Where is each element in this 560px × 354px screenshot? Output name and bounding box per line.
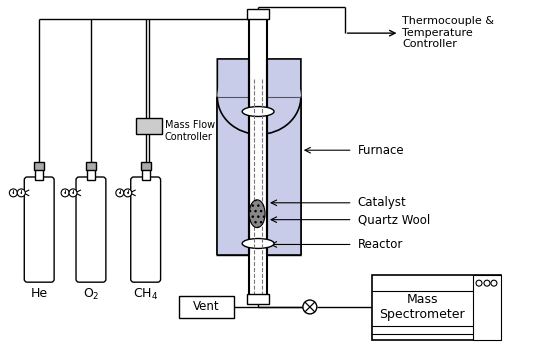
Circle shape (64, 192, 66, 194)
Ellipse shape (249, 200, 265, 228)
FancyBboxPatch shape (76, 177, 106, 282)
Circle shape (61, 189, 69, 197)
Bar (35, 166, 43, 180)
Circle shape (119, 192, 120, 194)
Text: Thermocouple &
Temperature
Controller: Thermocouple & Temperature Controller (403, 16, 494, 50)
Circle shape (127, 192, 129, 194)
Text: Reactor: Reactor (358, 238, 403, 251)
Ellipse shape (217, 59, 301, 134)
Circle shape (124, 189, 132, 197)
Bar (34, 162, 44, 170)
Text: Mass Flow
Controller: Mass Flow Controller (165, 120, 214, 142)
Circle shape (21, 192, 22, 194)
Text: Quartz Wool: Quartz Wool (358, 213, 430, 226)
Bar (250, 9, 266, 294)
Circle shape (303, 300, 317, 314)
Bar (141, 162, 151, 170)
Ellipse shape (242, 239, 274, 249)
Bar (217, 97, 301, 255)
Circle shape (491, 280, 497, 286)
Bar (247, 294, 269, 304)
Circle shape (476, 280, 482, 286)
FancyBboxPatch shape (217, 59, 301, 255)
Circle shape (17, 189, 25, 197)
Bar (136, 119, 162, 134)
Bar (371, 275, 501, 340)
Circle shape (484, 280, 490, 286)
Bar (179, 296, 234, 318)
Text: Vent: Vent (193, 301, 220, 314)
Bar (250, 59, 266, 255)
Circle shape (10, 189, 17, 197)
Circle shape (69, 189, 77, 197)
Bar (247, 9, 269, 19)
Bar (87, 166, 95, 180)
FancyBboxPatch shape (24, 177, 54, 282)
Circle shape (72, 192, 74, 194)
Bar (473, 275, 501, 340)
Bar (142, 166, 150, 180)
Text: Catalyst: Catalyst (358, 196, 407, 209)
Text: Furnace: Furnace (358, 144, 404, 157)
FancyBboxPatch shape (130, 177, 161, 282)
Circle shape (116, 189, 124, 197)
Text: He: He (31, 287, 48, 300)
Text: O$_2$: O$_2$ (83, 287, 99, 302)
Text: CH$_4$: CH$_4$ (133, 287, 158, 302)
Text: Mass
Spectrometer: Mass Spectrometer (380, 293, 465, 321)
Circle shape (12, 192, 14, 194)
Bar (86, 162, 96, 170)
Ellipse shape (242, 107, 274, 116)
